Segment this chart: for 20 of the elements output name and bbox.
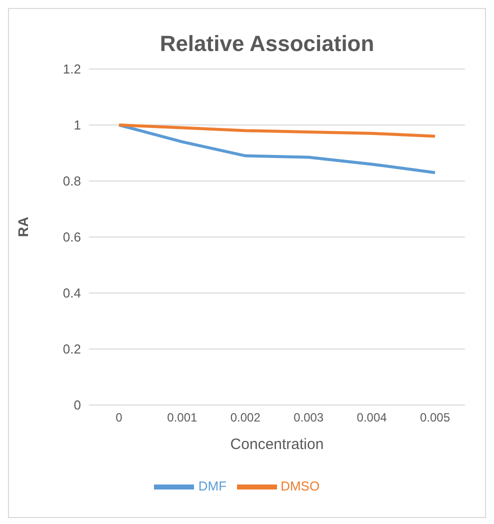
y-tick-label: 0.8 [62, 174, 81, 189]
line-series [118, 124, 436, 138]
chart-title: Relative Association [158, 31, 376, 57]
y-axis-title: RA [14, 216, 31, 237]
line-series [118, 124, 436, 174]
y-tick-label: 0.6 [62, 230, 81, 245]
x-tick-label: 0.001 [167, 410, 198, 425]
y-tick-label: 0.4 [62, 286, 81, 301]
x-tick-label: 0.002 [230, 410, 261, 425]
y-tick-label: 1 [74, 118, 81, 133]
x-tick-label: 0.004 [356, 410, 388, 425]
y-tick-label: 0 [74, 398, 81, 413]
y-tick-label: 1.2 [62, 62, 81, 77]
legend-label: DMSO [280, 478, 320, 494]
x-tick-label: 0.005 [420, 410, 450, 425]
x-axis-title: Concentration [230, 436, 324, 453]
x-tick-label: 0.003 [294, 410, 324, 425]
x-tick-label: 0 [116, 410, 123, 425]
y-tick-label: 0.2 [62, 342, 81, 357]
legend-label: DMF [198, 478, 227, 494]
